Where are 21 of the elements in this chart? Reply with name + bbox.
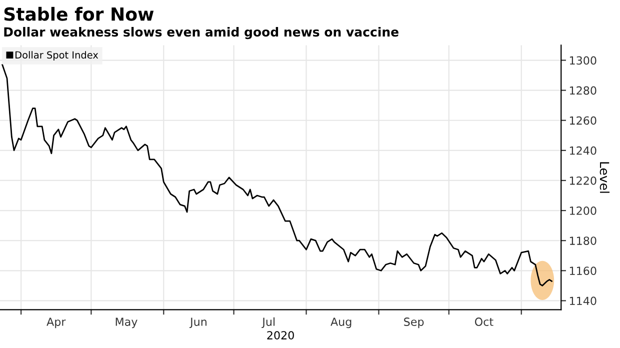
x-tick-label: Sep xyxy=(404,318,424,328)
y-tick-label: 1280 xyxy=(570,86,596,95)
y-tick-label: 1220 xyxy=(570,176,596,185)
x-tick-label: Jun xyxy=(189,318,206,328)
x-tick-label: Oct xyxy=(474,318,494,326)
y-axis-title: Level xyxy=(600,162,610,193)
x-axis-title: 2020 xyxy=(267,331,294,340)
x-tick-label: Aug xyxy=(330,318,352,328)
x-tick-label: Jul xyxy=(262,317,275,328)
x-tick-label: Apr xyxy=(46,318,66,328)
y-tick-label: 1300 xyxy=(570,56,596,65)
y-tick-label: 1240 xyxy=(570,146,596,155)
y-tick-label: 1140 xyxy=(570,296,596,306)
y-tick-label: 1200 xyxy=(570,206,596,215)
y-tick-label: 1260 xyxy=(570,116,596,125)
x-tick-label: May xyxy=(116,318,138,328)
y-tick-label: 1160 xyxy=(570,266,596,276)
chart-subtitle: Dollar weakness slows even amid good news on vaccine xyxy=(4,26,398,40)
y-tick-label: 1180 xyxy=(570,236,596,245)
chart-title: Stable for Now xyxy=(4,6,154,21)
legend-label: Dollar Spot Index xyxy=(16,51,98,60)
